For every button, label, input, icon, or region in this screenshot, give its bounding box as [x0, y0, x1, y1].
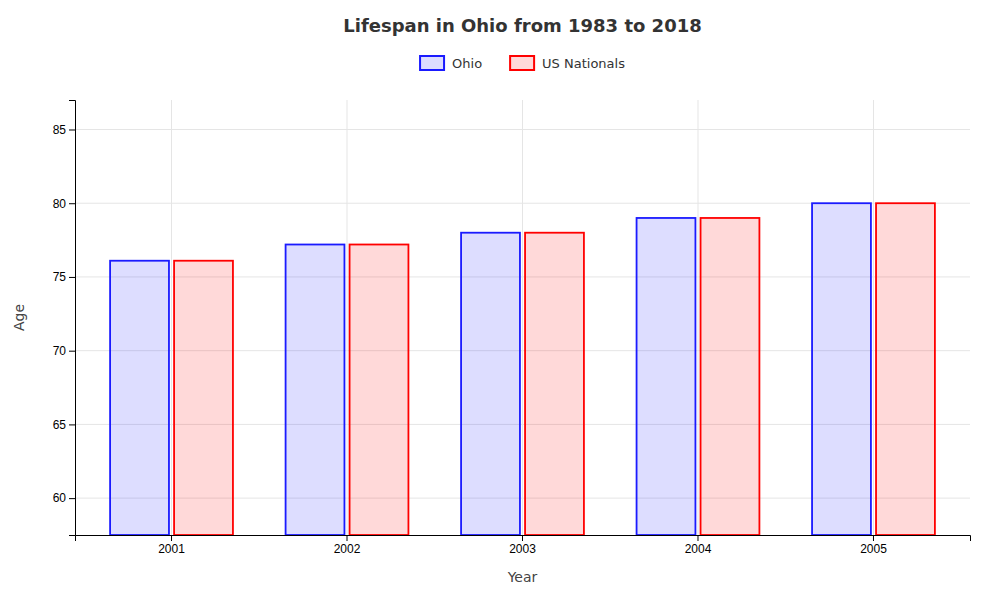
tick: 85 [53, 123, 75, 137]
tick: 70 [53, 344, 75, 358]
bar [701, 218, 760, 535]
tick-mark [873, 535, 874, 541]
legend: Ohio US Nationals [420, 56, 625, 71]
tick-mark [171, 535, 172, 541]
tick: 75 [53, 270, 75, 284]
bar [812, 203, 871, 535]
chart: 60 65 70 75 80 85 2001 2002 2003 2004 2005 Lifespan… [0, 0, 1000, 600]
bar [110, 261, 169, 535]
grid [75, 100, 970, 535]
bar [525, 233, 584, 535]
legend-swatch [420, 56, 444, 70]
bar [174, 261, 233, 535]
tick-label: 2002 [334, 542, 361, 556]
tick-label: 65 [53, 418, 67, 432]
tick-mark [697, 535, 698, 541]
title: Lifespan in Ohio from 1983 to 2018 [343, 15, 701, 36]
tick-label: 85 [53, 123, 67, 137]
tick-mark [69, 351, 75, 352]
tick: 2004 [685, 535, 712, 556]
tick: 2005 [860, 535, 887, 556]
plot: 60 65 70 75 80 85 2001 2002 2003 2004 2005 [53, 100, 971, 556]
tick-label: 70 [53, 344, 67, 358]
tick: 60 [53, 491, 75, 505]
bar [350, 245, 409, 535]
axis-line [69, 101, 76, 536]
tick-mark [69, 277, 75, 278]
tick-mark [522, 535, 523, 541]
bar [461, 233, 520, 535]
tick-mark [69, 498, 75, 499]
legend-swatch [510, 56, 534, 70]
y-axis: 60 65 70 75 80 85 [53, 101, 76, 536]
tick: 2002 [334, 535, 361, 556]
tick: 65 [53, 418, 75, 432]
bars [110, 203, 935, 535]
tick-label: 2001 [158, 542, 185, 556]
grid-line [697, 100, 698, 535]
tick-mark [69, 203, 75, 204]
tick-mark [69, 129, 75, 130]
tick-mark [347, 535, 348, 541]
legend-item: Ohio [420, 56, 482, 71]
tick: 80 [53, 197, 75, 211]
tick: 2001 [158, 535, 185, 556]
bar [286, 245, 345, 535]
tick-label: 2004 [685, 542, 712, 556]
tick: 2003 [509, 535, 536, 556]
bar [876, 203, 935, 535]
axis-line [76, 536, 971, 542]
legend-item: US Nationals [510, 56, 625, 71]
bar [637, 218, 696, 535]
legend-label: Ohio [452, 56, 482, 71]
tick-label: 2005 [860, 542, 887, 556]
tick-label: 60 [53, 491, 67, 505]
grid-line [873, 100, 874, 535]
tick-mark [69, 424, 75, 425]
y-axis-title: Age [11, 304, 27, 331]
grid-line [522, 100, 523, 535]
x-axis: 2001 2002 2003 2004 2005 [76, 535, 971, 556]
x-axis-title: Year [507, 569, 538, 585]
legend-label: US Nationals [542, 56, 625, 71]
tick-label: 2003 [509, 542, 536, 556]
tick-label: 75 [53, 270, 67, 284]
grid-line [171, 100, 172, 535]
tick-label: 80 [53, 197, 67, 211]
grid-line [347, 100, 348, 535]
